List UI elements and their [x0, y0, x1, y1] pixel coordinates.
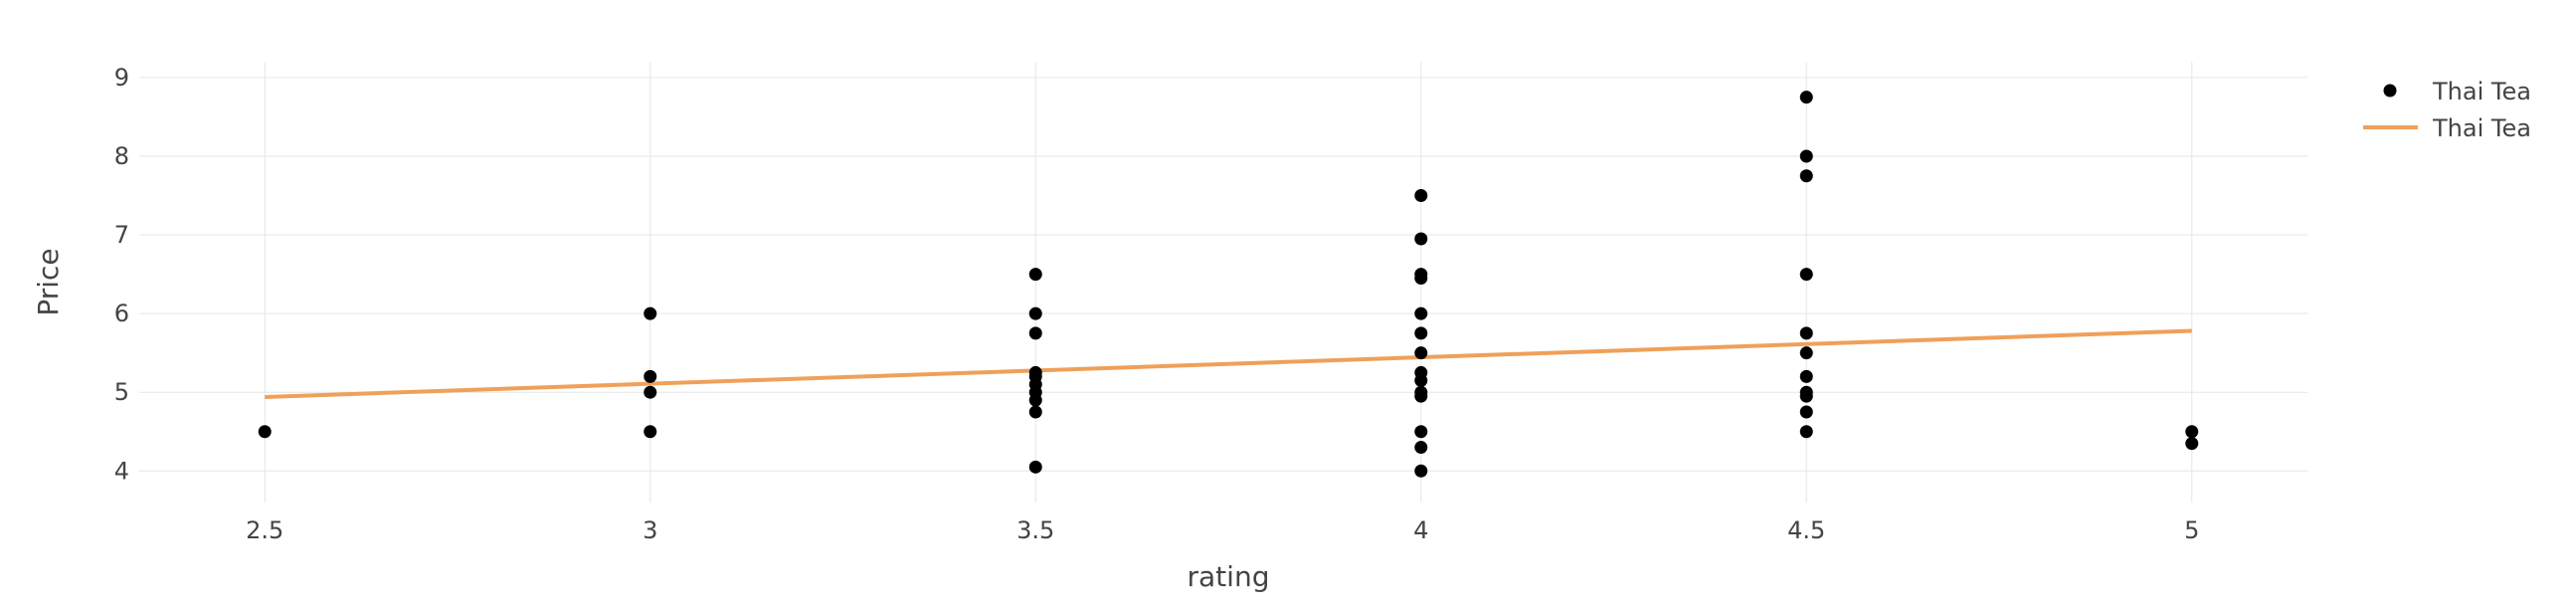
data-point[interactable]	[1028, 460, 1042, 474]
data-point[interactable]	[644, 425, 657, 439]
data-point[interactable]	[1028, 405, 1042, 419]
data-point[interactable]	[1799, 268, 1813, 282]
ticks-layer: 4 5 6 7 8 9 2.5 3 3.5 4 4.5 5	[114, 64, 2200, 544]
legend[interactable]: Thai Tea Thai Tea	[2363, 78, 2531, 142]
trend-layer	[265, 328, 2192, 399]
data-point[interactable]	[1028, 268, 1042, 282]
x-tick-label: 3.5	[1016, 516, 1054, 544]
x-axis-title: rating	[1188, 560, 1270, 593]
y-tick-label: 6	[114, 300, 129, 327]
data-point[interactable]	[1414, 464, 1428, 478]
x-tick-label: 2.5	[246, 516, 283, 544]
legend-item-line[interactable]: Thai Tea	[2363, 114, 2531, 142]
data-point[interactable]	[644, 306, 657, 320]
data-point[interactable]	[258, 425, 272, 439]
data-point[interactable]	[1799, 169, 1813, 183]
data-point[interactable]	[1414, 189, 1428, 203]
legend-marker-icon	[2383, 84, 2397, 98]
data-point[interactable]	[2185, 437, 2199, 451]
data-point[interactable]	[1799, 91, 1813, 104]
data-point[interactable]	[1028, 326, 1042, 340]
y-axis-title: Price	[32, 248, 65, 315]
grid-layer	[139, 62, 2307, 503]
data-point[interactable]	[1414, 326, 1428, 340]
data-point[interactable]	[1799, 405, 1813, 419]
data-point[interactable]	[1799, 326, 1813, 340]
data-point[interactable]	[644, 385, 657, 399]
x-tick-label: 4	[1413, 516, 1428, 544]
x-tick-label: 4.5	[1787, 516, 1825, 544]
data-point[interactable]	[1028, 306, 1042, 320]
data-point[interactable]	[2185, 425, 2199, 439]
legend-item-markers[interactable]: Thai Tea	[2383, 78, 2531, 105]
data-point[interactable]	[1414, 373, 1428, 387]
data-point[interactable]	[1414, 272, 1428, 286]
legend-label-line: Thai Tea	[2432, 114, 2531, 142]
data-point[interactable]	[1799, 149, 1813, 163]
data-point[interactable]	[644, 369, 657, 383]
y-tick-label: 8	[114, 142, 129, 170]
y-tick-label: 9	[114, 64, 129, 92]
data-point[interactable]	[1799, 369, 1813, 383]
y-tick-label: 4	[114, 457, 129, 485]
data-point[interactable]	[1414, 306, 1428, 320]
data-point[interactable]	[1799, 346, 1813, 360]
data-point[interactable]	[1028, 393, 1042, 407]
data-point[interactable]	[1414, 425, 1428, 439]
y-tick-label: 7	[114, 221, 129, 249]
data-point[interactable]	[1799, 425, 1813, 439]
data-point[interactable]	[1414, 389, 1428, 403]
x-tick-label: 5	[2184, 516, 2199, 544]
data-point[interactable]	[1414, 441, 1428, 455]
points-layer	[258, 91, 2199, 478]
data-point[interactable]	[1799, 389, 1813, 403]
trend-line	[265, 328, 2192, 399]
data-point[interactable]	[1414, 346, 1428, 360]
y-tick-label: 5	[114, 378, 129, 406]
x-tick-label: 3	[643, 516, 657, 544]
legend-label-markers: Thai Tea	[2432, 78, 2531, 105]
data-point[interactable]	[1414, 232, 1428, 246]
